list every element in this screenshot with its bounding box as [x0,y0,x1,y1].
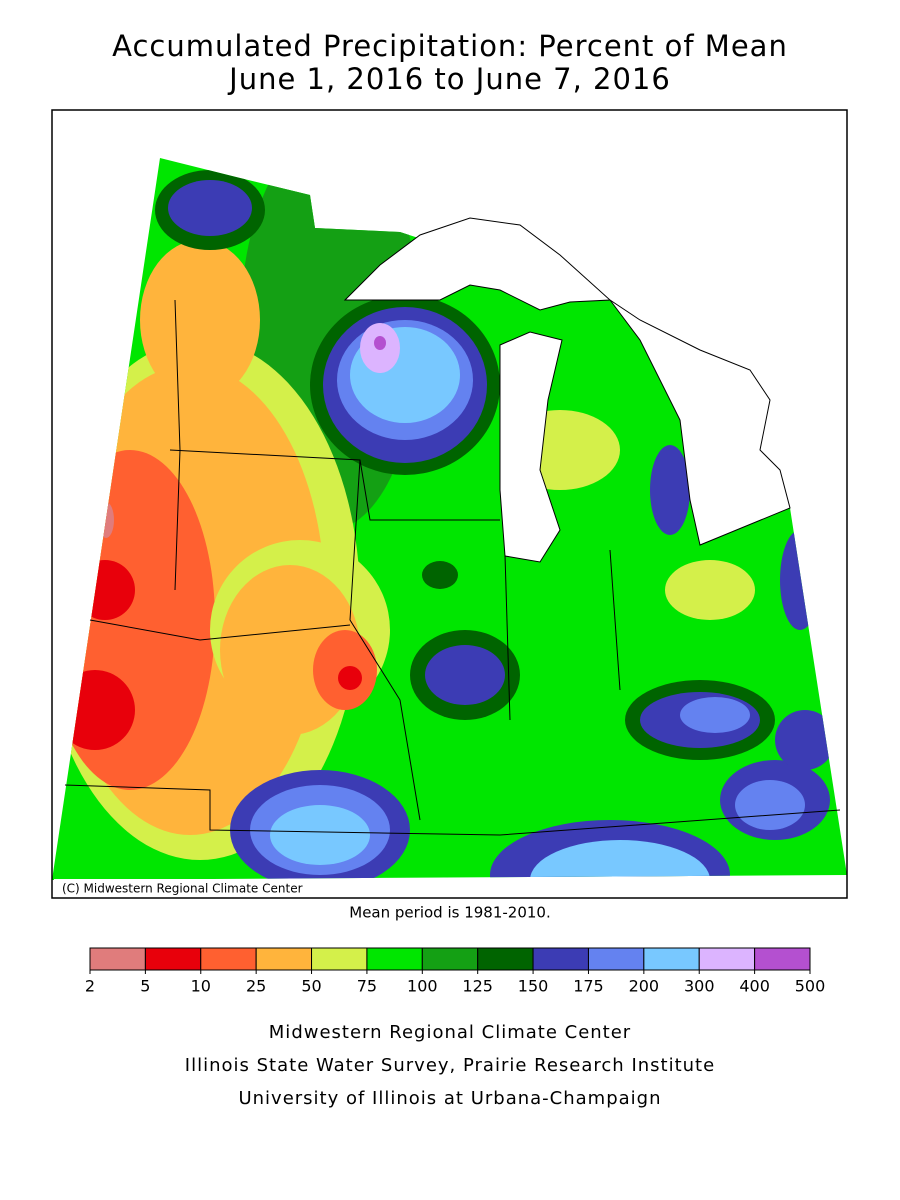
legend-swatch [255,947,313,971]
legend-swatch [532,947,589,971]
legend-label: 2 [85,977,95,996]
copyright-box [54,879,338,897]
legend-swatch [421,947,479,971]
legend: 2 5 10 25 50 75 100 125 150 175 200 300 400 500 [85,947,826,996]
legend-swatch [477,947,534,971]
legend-label: 50 [301,977,321,996]
credit: University of Illinois at Urbana-Champai… [238,1088,661,1109]
legend-label: 300 [684,977,715,996]
legend-label: 200 [629,977,660,996]
legend-swatch [754,947,811,971]
mean-note: Mean period is 1981-2010. [349,904,550,922]
legend-label: 5 [140,977,150,996]
legend-swatch [366,947,423,971]
legend-swatch [698,947,756,971]
legend-label: 500 [795,977,826,996]
legend-label: 175 [573,977,604,996]
legend-label: 75 [357,977,377,996]
legend-swatch [89,947,146,971]
legend-swatch [200,947,257,971]
legend-swatch [643,947,700,971]
credit: Illinois State Water Survey, Prairie Res… [185,1055,715,1076]
legend-label: 125 [462,977,493,996]
legend-label: 400 [739,977,770,996]
borders [64,299,841,836]
lakes [343,217,791,563]
title-line: Accumulated Precipitation: Percent of Me… [112,29,788,63]
legend-swatch [311,947,368,971]
credit: Midwestern Regional Climate Center [269,1022,631,1043]
legend-label: 150 [518,977,549,996]
legend-swatch [144,947,202,971]
map-frame [51,109,848,899]
title-line: June 1, 2016 to June 7, 2016 [227,62,671,96]
copyright: (C) Midwestern Regional Climate Center [62,882,303,896]
legend-label: 10 [191,977,211,996]
legend-label: 100 [407,977,438,996]
legend-label: 25 [246,977,266,996]
legend-swatch [587,947,645,971]
